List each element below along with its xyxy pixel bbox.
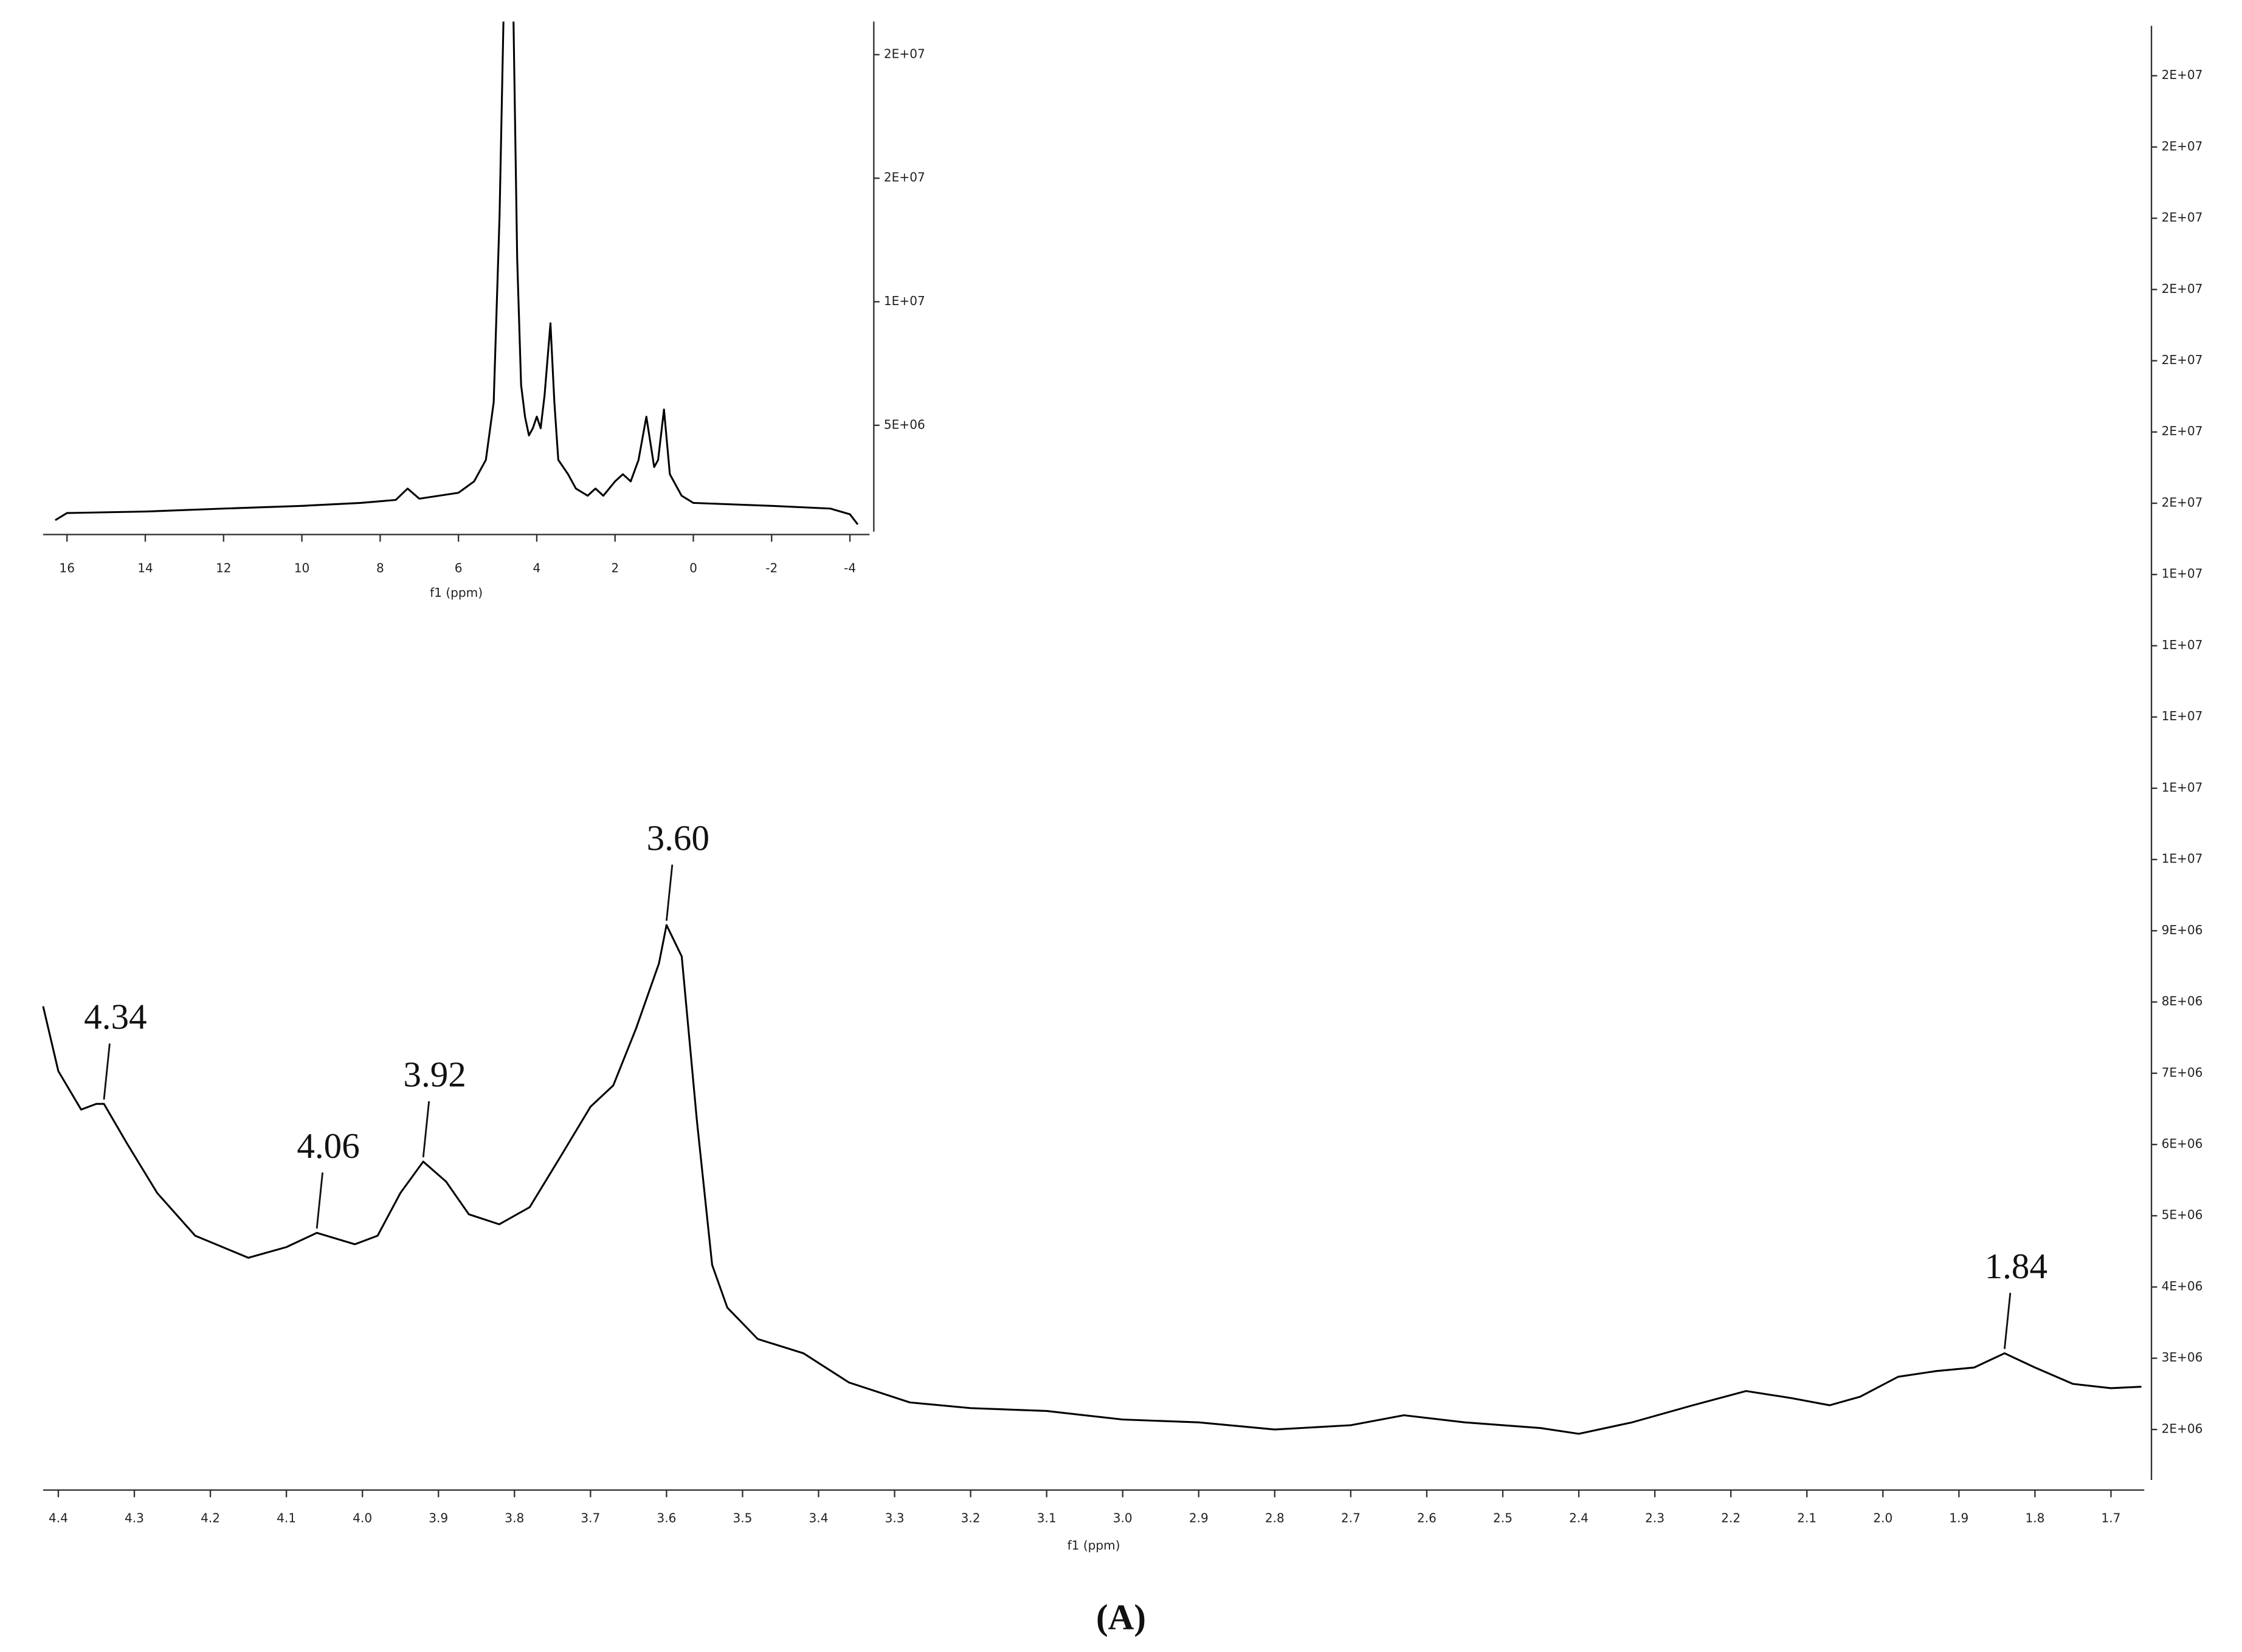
- x-axis-label: f1 (ppm): [1068, 1538, 1120, 1552]
- x-tick-label: 3.2: [961, 1510, 981, 1525]
- x-tick-label: -2: [765, 561, 778, 576]
- y-tick-label: 2E+07: [2162, 495, 2203, 509]
- y-tick-label: 2E+07: [884, 46, 925, 61]
- peak-leader: [103, 1043, 111, 1100]
- peak-leader: [422, 1101, 430, 1158]
- x-tick-label: 4.4: [49, 1510, 68, 1525]
- y-tick-label: 2E+06: [2162, 1421, 2203, 1436]
- y-tick-label: 2E+07: [2162, 67, 2203, 82]
- x-tick-label: 14: [137, 561, 153, 576]
- x-tick-label: 10: [294, 561, 310, 576]
- x-tick-label: 3.0: [1113, 1510, 1133, 1525]
- x-tick-label: 2: [611, 561, 619, 576]
- y-tick-label: 3E+06: [2162, 1350, 2203, 1365]
- x-tick-label: 4.1: [277, 1510, 296, 1525]
- y-tick-label: 4E+06: [2162, 1279, 2203, 1293]
- x-tick-label: 4.3: [125, 1510, 144, 1525]
- y-tick-label: 2E+07: [884, 170, 925, 185]
- x-tick-label: 0: [689, 561, 697, 576]
- y-tick-label: 2E+07: [2162, 353, 2203, 367]
- x-tick-label: 2.3: [1645, 1510, 1664, 1525]
- spectrum-line: [42, 924, 2142, 1435]
- x-tick-label: 6: [455, 561, 463, 576]
- peak-leader: [2003, 1293, 2012, 1349]
- x-tick-label: 2.0: [1873, 1510, 1892, 1525]
- peak-label: 4.34: [84, 997, 147, 1037]
- x-tick-label: 8: [376, 561, 384, 576]
- peak-label: 1.84: [1985, 1246, 2047, 1286]
- x-tick-label: 2.4: [1569, 1510, 1588, 1525]
- x-tick-label: 2.1: [1797, 1510, 1816, 1525]
- y-tick-label: 1E+07: [2162, 709, 2203, 723]
- x-tick-label: 2.9: [1189, 1510, 1209, 1525]
- x-tick-label: 2.8: [1265, 1510, 1285, 1525]
- y-tick-label: 2E+07: [2162, 281, 2203, 296]
- x-tick-label: 2.5: [1493, 1510, 1512, 1525]
- x-tick-label: 3.8: [505, 1510, 524, 1525]
- x-axis-label: f1 (ppm): [430, 585, 483, 600]
- peak-label: 4.06: [297, 1126, 359, 1166]
- peak-label: 3.60: [647, 817, 709, 858]
- y-tick-label: 2E+07: [2162, 210, 2203, 225]
- caption: (A): [1096, 1597, 1146, 1637]
- x-tick-label: 3.3: [885, 1510, 905, 1525]
- y-tick-label: 1E+07: [2162, 780, 2203, 794]
- y-tick-label: 5E+06: [2162, 1208, 2203, 1222]
- peak-leader: [316, 1172, 324, 1229]
- x-tick-label: 3.7: [581, 1510, 600, 1525]
- y-tick-label: 2E+07: [2162, 424, 2203, 438]
- x-tick-label: -4: [844, 561, 856, 576]
- spectrum-line: [55, 21, 859, 525]
- x-tick-label: 2.2: [1721, 1510, 1740, 1525]
- x-tick-label: 3.9: [429, 1510, 448, 1525]
- y-tick-label: 9E+06: [2162, 923, 2203, 937]
- x-tick-label: 4: [533, 561, 541, 576]
- y-tick-label: 2E+07: [2162, 139, 2203, 153]
- y-tick-label: 1E+07: [2162, 638, 2203, 652]
- x-tick-label: 4.0: [353, 1510, 372, 1525]
- x-tick-label: 3.6: [657, 1510, 676, 1525]
- peak-leader: [665, 864, 674, 921]
- x-tick-label: 16: [59, 561, 75, 576]
- chart: 4.4 4.3 4.2 4.1 4.0 3.9 3.8 3.7 3.6 3.5 3.4 3.3 3.2 3…: [42, 26, 2203, 1552]
- x-tick-label: 3.4: [809, 1510, 829, 1525]
- x-tick-label: 12: [216, 561, 232, 576]
- y-tick-label: 1E+07: [2162, 852, 2203, 866]
- x-tick-label: 3.1: [1037, 1510, 1057, 1525]
- y-tick-label: 1E+07: [884, 294, 925, 308]
- y-tick-label: 1E+07: [2162, 566, 2203, 581]
- y-tick-label: 5E+06: [884, 417, 925, 432]
- y-tick-label: 7E+06: [2162, 1065, 2203, 1079]
- x-tick-label: 1.7: [2102, 1510, 2121, 1525]
- x-tick-label: 1.9: [1949, 1510, 1968, 1525]
- peak-label: 3.92: [403, 1055, 466, 1095]
- y-tick-label: 6E+06: [2162, 1137, 2203, 1151]
- x-tick-label: 4.2: [201, 1510, 220, 1525]
- y-tick-label: 8E+06: [2162, 994, 2203, 1008]
- x-tick-label: 2.6: [1417, 1510, 1437, 1525]
- chart: 16 14 12 10 8 6 4 2 0 -2 -4 f1 (ppm) 5E+06 1E+07 2E+07…: [43, 21, 925, 600]
- x-tick-label: 2.7: [1341, 1510, 1361, 1525]
- x-tick-label: 1.8: [2025, 1510, 2044, 1525]
- x-tick-label: 3.5: [733, 1510, 752, 1525]
